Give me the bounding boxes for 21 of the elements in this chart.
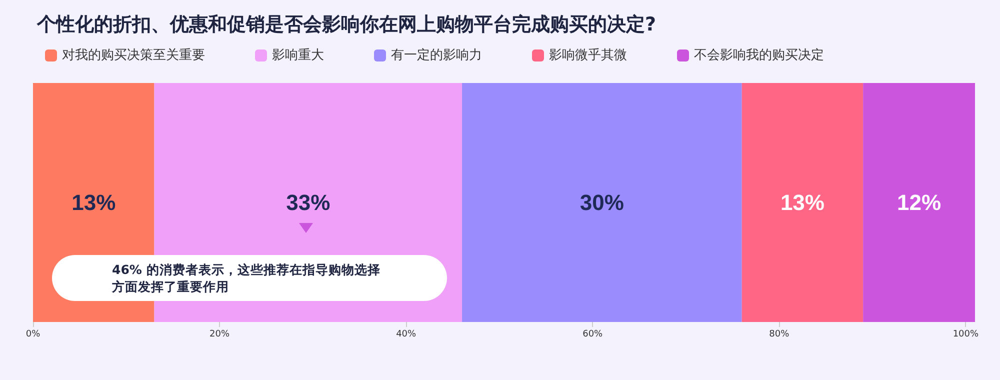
legend-label: 对我的购买决策至关重要 bbox=[62, 48, 205, 63]
x-tick-label: 100% bbox=[952, 330, 979, 340]
callout-box: 46% 的消费者表示，这些推荐在指导购物选择方面发挥了重要作用 bbox=[52, 255, 447, 301]
data-label: 33% bbox=[286, 190, 330, 215]
bar bbox=[462, 83, 742, 322]
legend-label: 有一定的影响力 bbox=[391, 48, 482, 63]
x-tick-label: 40% bbox=[396, 330, 417, 340]
chart-title: 个性化的折扣、优惠和促销是否会影响你在网上购物平台完成购买的决定? bbox=[36, 14, 656, 36]
x-tick-label: 80% bbox=[769, 330, 790, 340]
legend-label: 影响重大 bbox=[272, 48, 324, 63]
x-tick-label: 0% bbox=[26, 330, 41, 340]
data-label: 12% bbox=[897, 190, 942, 215]
x-tick-label: 20% bbox=[210, 330, 230, 340]
x-tick-label: 60% bbox=[582, 330, 604, 340]
legend-label: 影响微乎其微 bbox=[549, 48, 627, 63]
bar bbox=[742, 83, 864, 322]
data-label: 30% bbox=[580, 190, 624, 215]
data-label: 13% bbox=[72, 190, 116, 215]
data-label: 13% bbox=[780, 190, 824, 215]
legend-label: 不会影响我的购买决定 bbox=[694, 48, 824, 63]
bar bbox=[863, 83, 975, 322]
